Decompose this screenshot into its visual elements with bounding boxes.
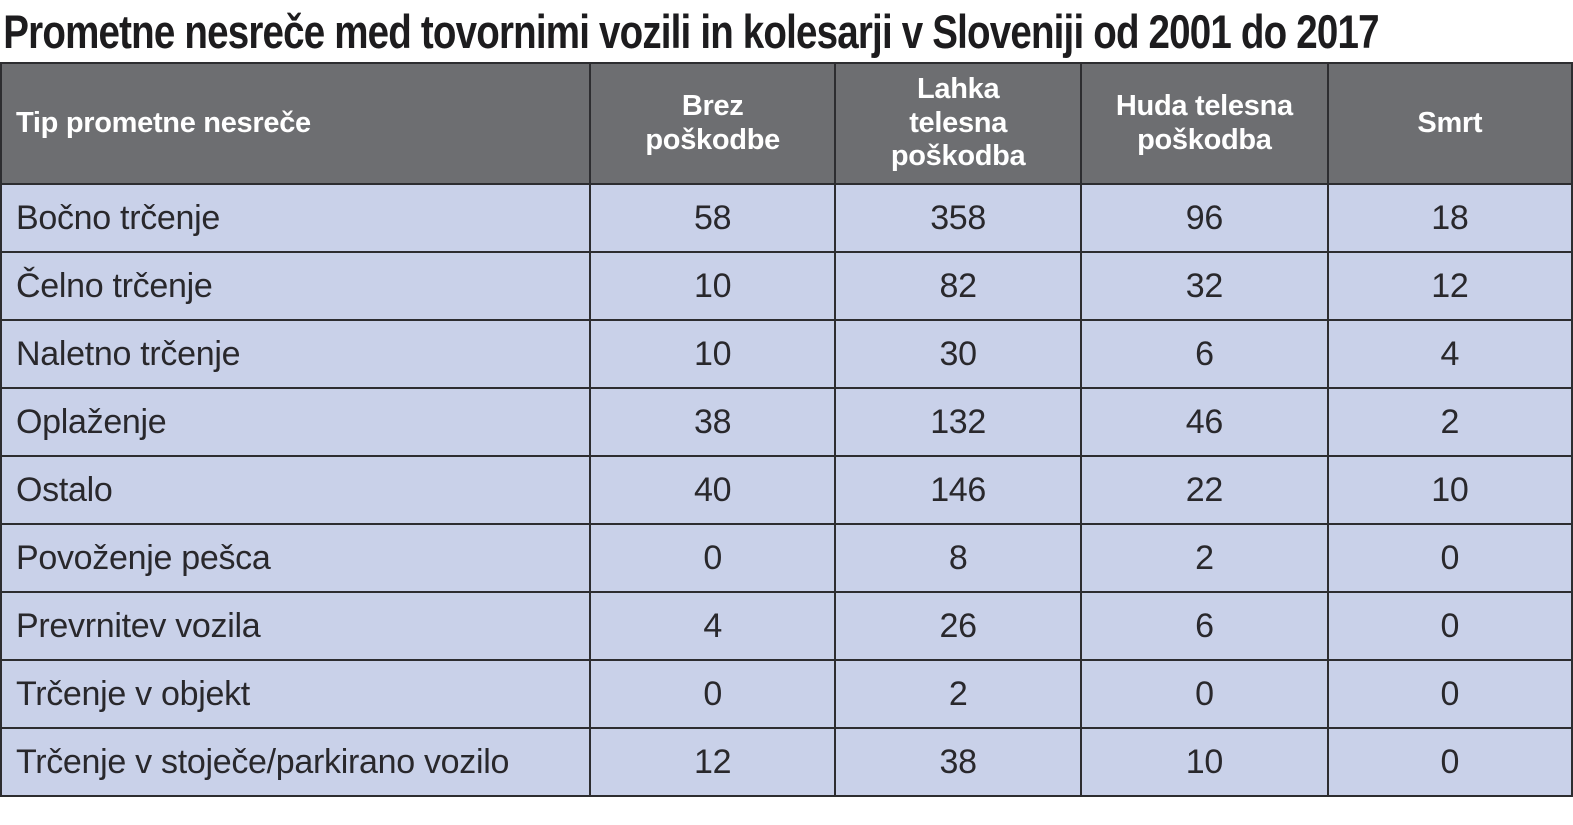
- cell-minor-injury: 30: [834, 319, 1083, 389]
- row-label: Čelno trčenje: [0, 251, 592, 321]
- table-row: Trčenje v stoječe/parkirano vozilo 12 38…: [0, 727, 1573, 797]
- cell-death: 2: [1326, 387, 1573, 457]
- cell-no-injury: 0: [589, 523, 837, 593]
- accidents-table: Tip prometne nesreče Brez poškodbe Lahka…: [0, 62, 1573, 797]
- cell-severe-injury: 6: [1080, 591, 1329, 661]
- cell-severe-injury: 32: [1080, 251, 1329, 321]
- cell-minor-injury: 26: [834, 591, 1083, 661]
- row-label: Bočno trčenje: [0, 183, 592, 253]
- cell-severe-injury: 10: [1080, 727, 1329, 797]
- cell-death: 18: [1326, 183, 1573, 253]
- row-label: Povoženje pešca: [0, 523, 592, 593]
- cell-severe-injury: 2: [1080, 523, 1329, 593]
- column-header-severe-injury: Huda telesna poškodba: [1080, 62, 1329, 185]
- table-body: Bočno trčenje 58 358 96 18 Čelno trčenje…: [0, 183, 1573, 797]
- row-label: Ostalo: [0, 455, 592, 525]
- cell-death: 4: [1326, 319, 1573, 389]
- cell-minor-injury: 358: [834, 183, 1083, 253]
- cell-death: 0: [1326, 727, 1573, 797]
- cell-severe-injury: 96: [1080, 183, 1329, 253]
- cell-minor-injury: 38: [834, 727, 1083, 797]
- row-label: Oplaženje: [0, 387, 592, 457]
- cell-severe-injury: 22: [1080, 455, 1329, 525]
- cell-minor-injury: 82: [834, 251, 1083, 321]
- table-header: Tip prometne nesreče Brez poškodbe Lahka…: [0, 62, 1573, 185]
- column-header-accident-type: Tip prometne nesreče: [0, 62, 592, 185]
- cell-death: 0: [1326, 523, 1573, 593]
- cell-minor-injury: 8: [834, 523, 1083, 593]
- column-header-death: Smrt: [1326, 62, 1573, 185]
- table-row: Povoženje pešca 0 8 2 0: [0, 523, 1573, 593]
- cell-minor-injury: 146: [834, 455, 1083, 525]
- cell-no-injury: 0: [589, 659, 837, 729]
- table-row: Bočno trčenje 58 358 96 18: [0, 183, 1573, 253]
- cell-severe-injury: 46: [1080, 387, 1329, 457]
- row-label: Trčenje v stoječe/parkirano vozilo: [0, 727, 592, 797]
- cell-severe-injury: 6: [1080, 319, 1329, 389]
- header-row: Tip prometne nesreče Brez poškodbe Lahka…: [0, 62, 1573, 185]
- cell-death: 12: [1326, 251, 1573, 321]
- chart-title: Prometne nesreče med tovornimi vozili in…: [3, 4, 1379, 58]
- cell-severe-injury: 0: [1080, 659, 1329, 729]
- cell-no-injury: 4: [589, 591, 837, 661]
- cell-death: 0: [1326, 659, 1573, 729]
- cell-death: 0: [1326, 591, 1573, 661]
- cell-no-injury: 58: [589, 183, 837, 253]
- title-bar: Prometne nesreče med tovornimi vozili in…: [0, 0, 1573, 62]
- column-header-no-injury: Brez poškodbe: [589, 62, 837, 185]
- table-row: Ostalo 40 146 22 10: [0, 455, 1573, 525]
- cell-no-injury: 40: [589, 455, 837, 525]
- cell-no-injury: 10: [589, 319, 837, 389]
- column-header-minor-injury: Lahka telesna poškodba: [834, 62, 1083, 185]
- row-label: Naletno trčenje: [0, 319, 592, 389]
- table-row: Trčenje v objekt 0 2 0 0: [0, 659, 1573, 729]
- table-row: Oplaženje 38 132 46 2: [0, 387, 1573, 457]
- cell-minor-injury: 132: [834, 387, 1083, 457]
- cell-no-injury: 38: [589, 387, 837, 457]
- table-row: Čelno trčenje 10 82 32 12: [0, 251, 1573, 321]
- row-label: Trčenje v objekt: [0, 659, 592, 729]
- row-label: Prevrnitev vozila: [0, 591, 592, 661]
- table-row: Naletno trčenje 10 30 6 4: [0, 319, 1573, 389]
- table-row: Prevrnitev vozila 4 26 6 0: [0, 591, 1573, 661]
- cell-no-injury: 10: [589, 251, 837, 321]
- cell-death: 10: [1326, 455, 1573, 525]
- cell-minor-injury: 2: [834, 659, 1083, 729]
- cell-no-injury: 12: [589, 727, 837, 797]
